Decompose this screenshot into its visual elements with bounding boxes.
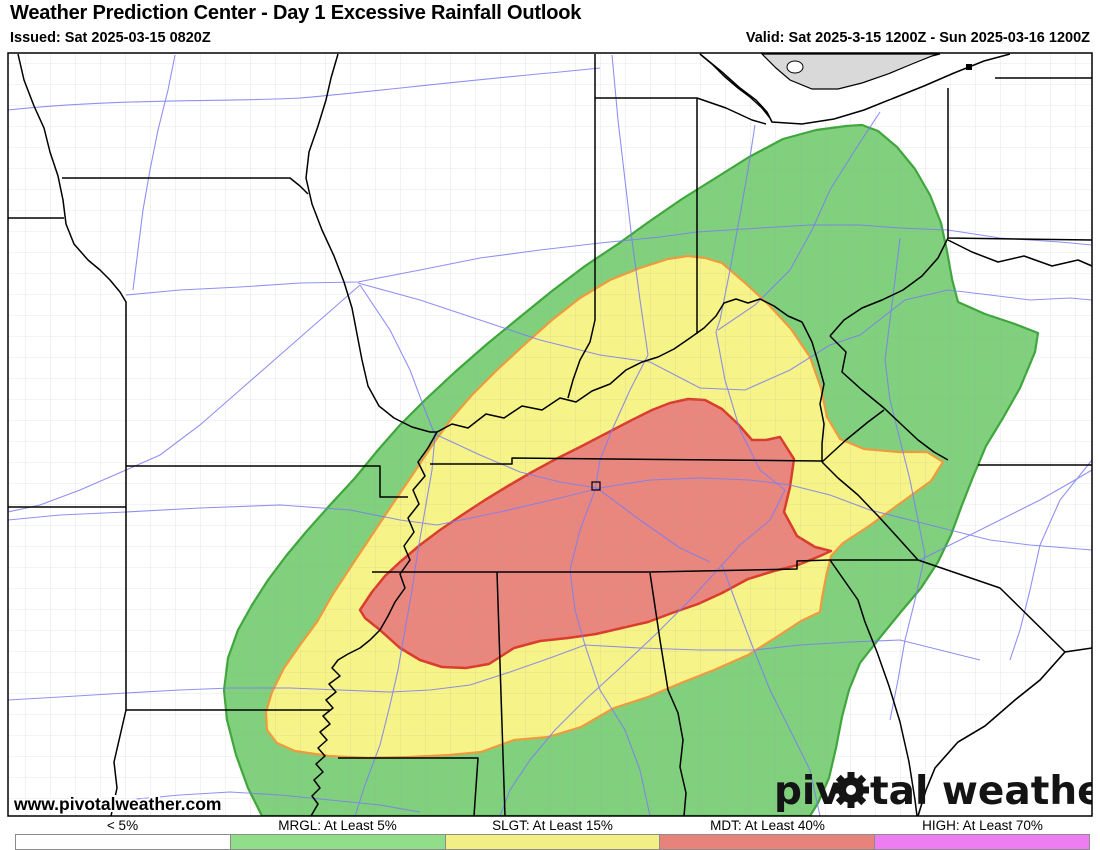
legend-label-slgt: SLGT: At Least 15%: [492, 818, 613, 833]
legend-labels: < 5% MRGL: At Least 5% SLGT: At Least 15…: [15, 818, 1090, 833]
page-title: Weather Prediction Center - Day 1 Excess…: [10, 2, 582, 24]
county-grid: [8, 53, 1092, 816]
legend-label-mdt: MDT: At Least 40%: [710, 818, 825, 833]
logo-text-piv: piv: [774, 769, 841, 814]
legend-swatch-slgt: [444, 834, 661, 850]
legend-swatch-mrgl: [229, 834, 446, 850]
legend-label-high: HIGH: At Least 70%: [922, 818, 1043, 833]
logo-text-talweather: tal weather: [870, 769, 1100, 814]
lake-st-clair: [786, 60, 804, 74]
legend-label-mrgl: MRGL: At Least 5%: [278, 818, 397, 833]
gear-icon: [833, 772, 869, 808]
legend-swatch-lt5: [15, 834, 231, 850]
watermark-url: www.pivotalweather.com: [13, 794, 221, 814]
pivotalweather-logo: piv tal weather: [774, 769, 1100, 814]
issued-timestamp: Issued: Sat 2025-03-15 0820Z: [10, 30, 211, 46]
map-frame: [7, 52, 1093, 817]
legend-swatch-high: [874, 834, 1090, 850]
city-marker-erie: [966, 64, 972, 70]
legend-label-lt5: < 5%: [106, 818, 139, 833]
legend-swatch-mdt: [659, 834, 876, 850]
state-borders: [8, 53, 1092, 816]
lake-erie: [699, 53, 1011, 125]
valid-timestamp: Valid: Sat 2025-3-15 1200Z - Sun 2025-03…: [745, 30, 1090, 46]
atlantic-coast: [917, 647, 1092, 816]
legend-color-bar: [15, 834, 1090, 850]
city-marker-nashville: [591, 481, 601, 491]
